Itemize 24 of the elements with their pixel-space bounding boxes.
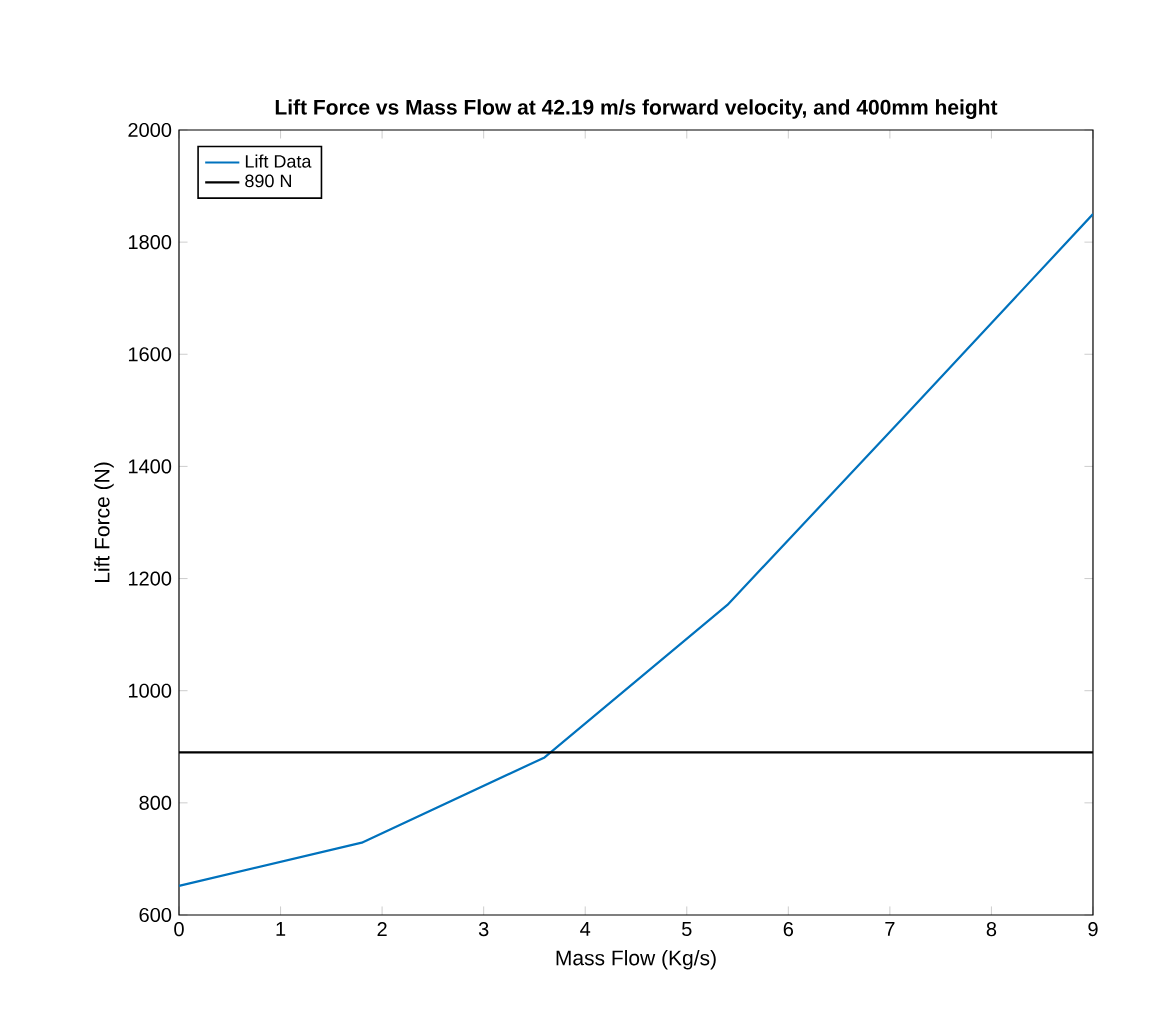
x-tick-label: 5 <box>682 922 692 936</box>
y-tick-label: 1400 <box>128 459 172 474</box>
x-tick-label: 3 <box>478 922 489 937</box>
legend-label: Lift Data <box>245 154 312 168</box>
line-series <box>179 212 1093 887</box>
y-tick-label: 800 <box>139 795 172 810</box>
y-tick-label: 1600 <box>128 347 172 362</box>
x-tick-label: 9 <box>1088 922 1098 937</box>
y-axis-title: Lift Force (N) <box>94 462 114 583</box>
x-tick-label: 0 <box>174 922 184 937</box>
x-tick-label: 2 <box>377 922 387 937</box>
y-tick-label: 2000 <box>128 122 172 138</box>
y-tick-label: 1000 <box>128 683 172 698</box>
y-tick-label: 1800 <box>128 235 172 250</box>
legend-label: 890 N <box>245 174 291 188</box>
x-axis-title: Mass Flow (Kg/s) <box>556 949 716 970</box>
x-tick-label: 1 <box>276 922 286 936</box>
y-tick-label: 1200 <box>128 571 172 586</box>
x-tick-label: 7 <box>885 922 895 936</box>
x-tick-label: 6 <box>783 922 794 937</box>
chart-title: Lift Force vs Mass Flow at 42.19 m/s forward velocity, and 400mm height <box>275 99 998 119</box>
x-tick-label: 8 <box>986 922 997 937</box>
x-tick-label: 4 <box>580 922 591 936</box>
y-tick-label: 600 <box>139 907 172 923</box>
